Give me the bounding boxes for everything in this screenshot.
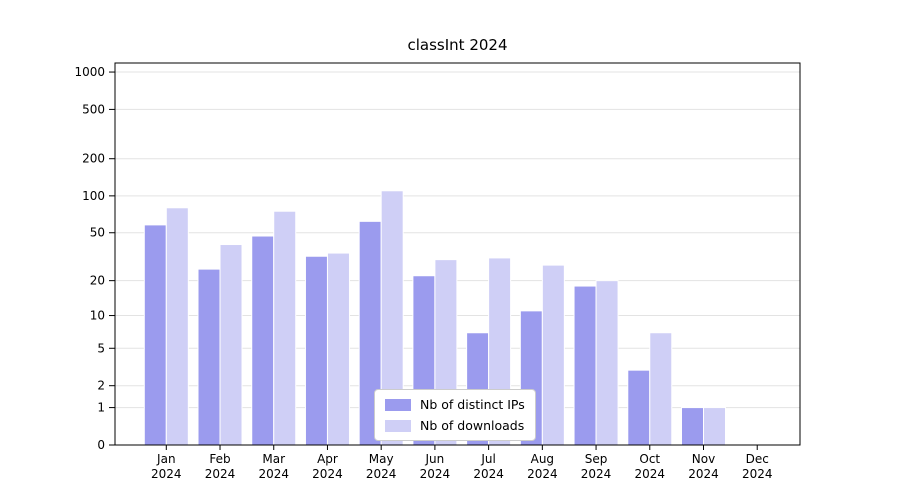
legend-item-distinct-ips: Nb of distinct IPs: [385, 397, 525, 412]
y-tick-label-20: 20: [90, 274, 105, 288]
bar-ips-oct: [627, 369, 651, 446]
bar-ips-sep: [573, 285, 597, 446]
legend-item-downloads: Nb of downloads: [385, 418, 525, 433]
y-tick-label-5: 5: [97, 341, 105, 355]
y-tick-label-1000: 1000: [74, 65, 105, 79]
y-tick-label-100: 100: [82, 189, 105, 203]
y-tick-label-50: 50: [90, 226, 105, 240]
x-tick-label-oct: Oct 2024: [635, 452, 666, 481]
y-tick-label-500: 500: [82, 102, 105, 116]
x-tick-label-apr: Apr 2024: [312, 452, 343, 481]
legend-label-downloads: Nb of downloads: [420, 418, 525, 433]
legend: Nb of distinct IPs Nb of downloads: [374, 389, 536, 441]
plot-border: [114, 62, 801, 446]
x-tick-label-aug: Aug 2024: [527, 452, 558, 481]
bar-downloads-mar: [273, 210, 297, 446]
x-tick-label-jan: Jan 2024: [151, 452, 182, 481]
x-tick-label-feb: Feb 2024: [205, 452, 236, 481]
x-tick-label-mar: Mar 2024: [258, 452, 289, 481]
bar-ips-mar: [251, 235, 275, 446]
y-tick-label-10: 10: [90, 309, 105, 323]
x-tick-label-sep: Sep 2024: [581, 452, 612, 481]
x-tick-label-jun: Jun 2024: [420, 452, 451, 481]
chart-title: classInt 2024: [407, 36, 508, 54]
y-tick-label-200: 200: [82, 152, 105, 166]
legend-label-distinct-ips: Nb of distinct IPs: [420, 397, 525, 412]
x-tick-label-nov: Nov 2024: [688, 452, 719, 481]
bar-downloads-feb: [219, 244, 243, 446]
bar-ips-jan: [143, 224, 167, 446]
bar-downloads-apr: [326, 252, 350, 446]
x-tick-label-dec: Dec 2024: [742, 452, 773, 481]
y-tick-label-1: 1: [97, 401, 105, 415]
x-tick-label-jul: Jul 2024: [473, 452, 504, 481]
x-tick-label-may: May 2024: [366, 452, 397, 481]
bar-downloads-nov: [703, 407, 726, 446]
y-tick-label-2: 2: [97, 379, 105, 393]
bar-downloads-sep: [595, 280, 619, 446]
y-tick-label-0: 0: [97, 438, 105, 452]
bar-ips-feb: [197, 268, 221, 446]
bar-downloads-aug: [541, 264, 565, 446]
bar-ips-apr: [304, 255, 328, 446]
bar-downloads-jan: [165, 207, 189, 446]
bar-downloads-oct: [649, 332, 673, 446]
legend-swatch-downloads: [385, 419, 411, 432]
bar-ips-nov: [681, 407, 704, 446]
legend-swatch-distinct-ips: [385, 398, 411, 411]
